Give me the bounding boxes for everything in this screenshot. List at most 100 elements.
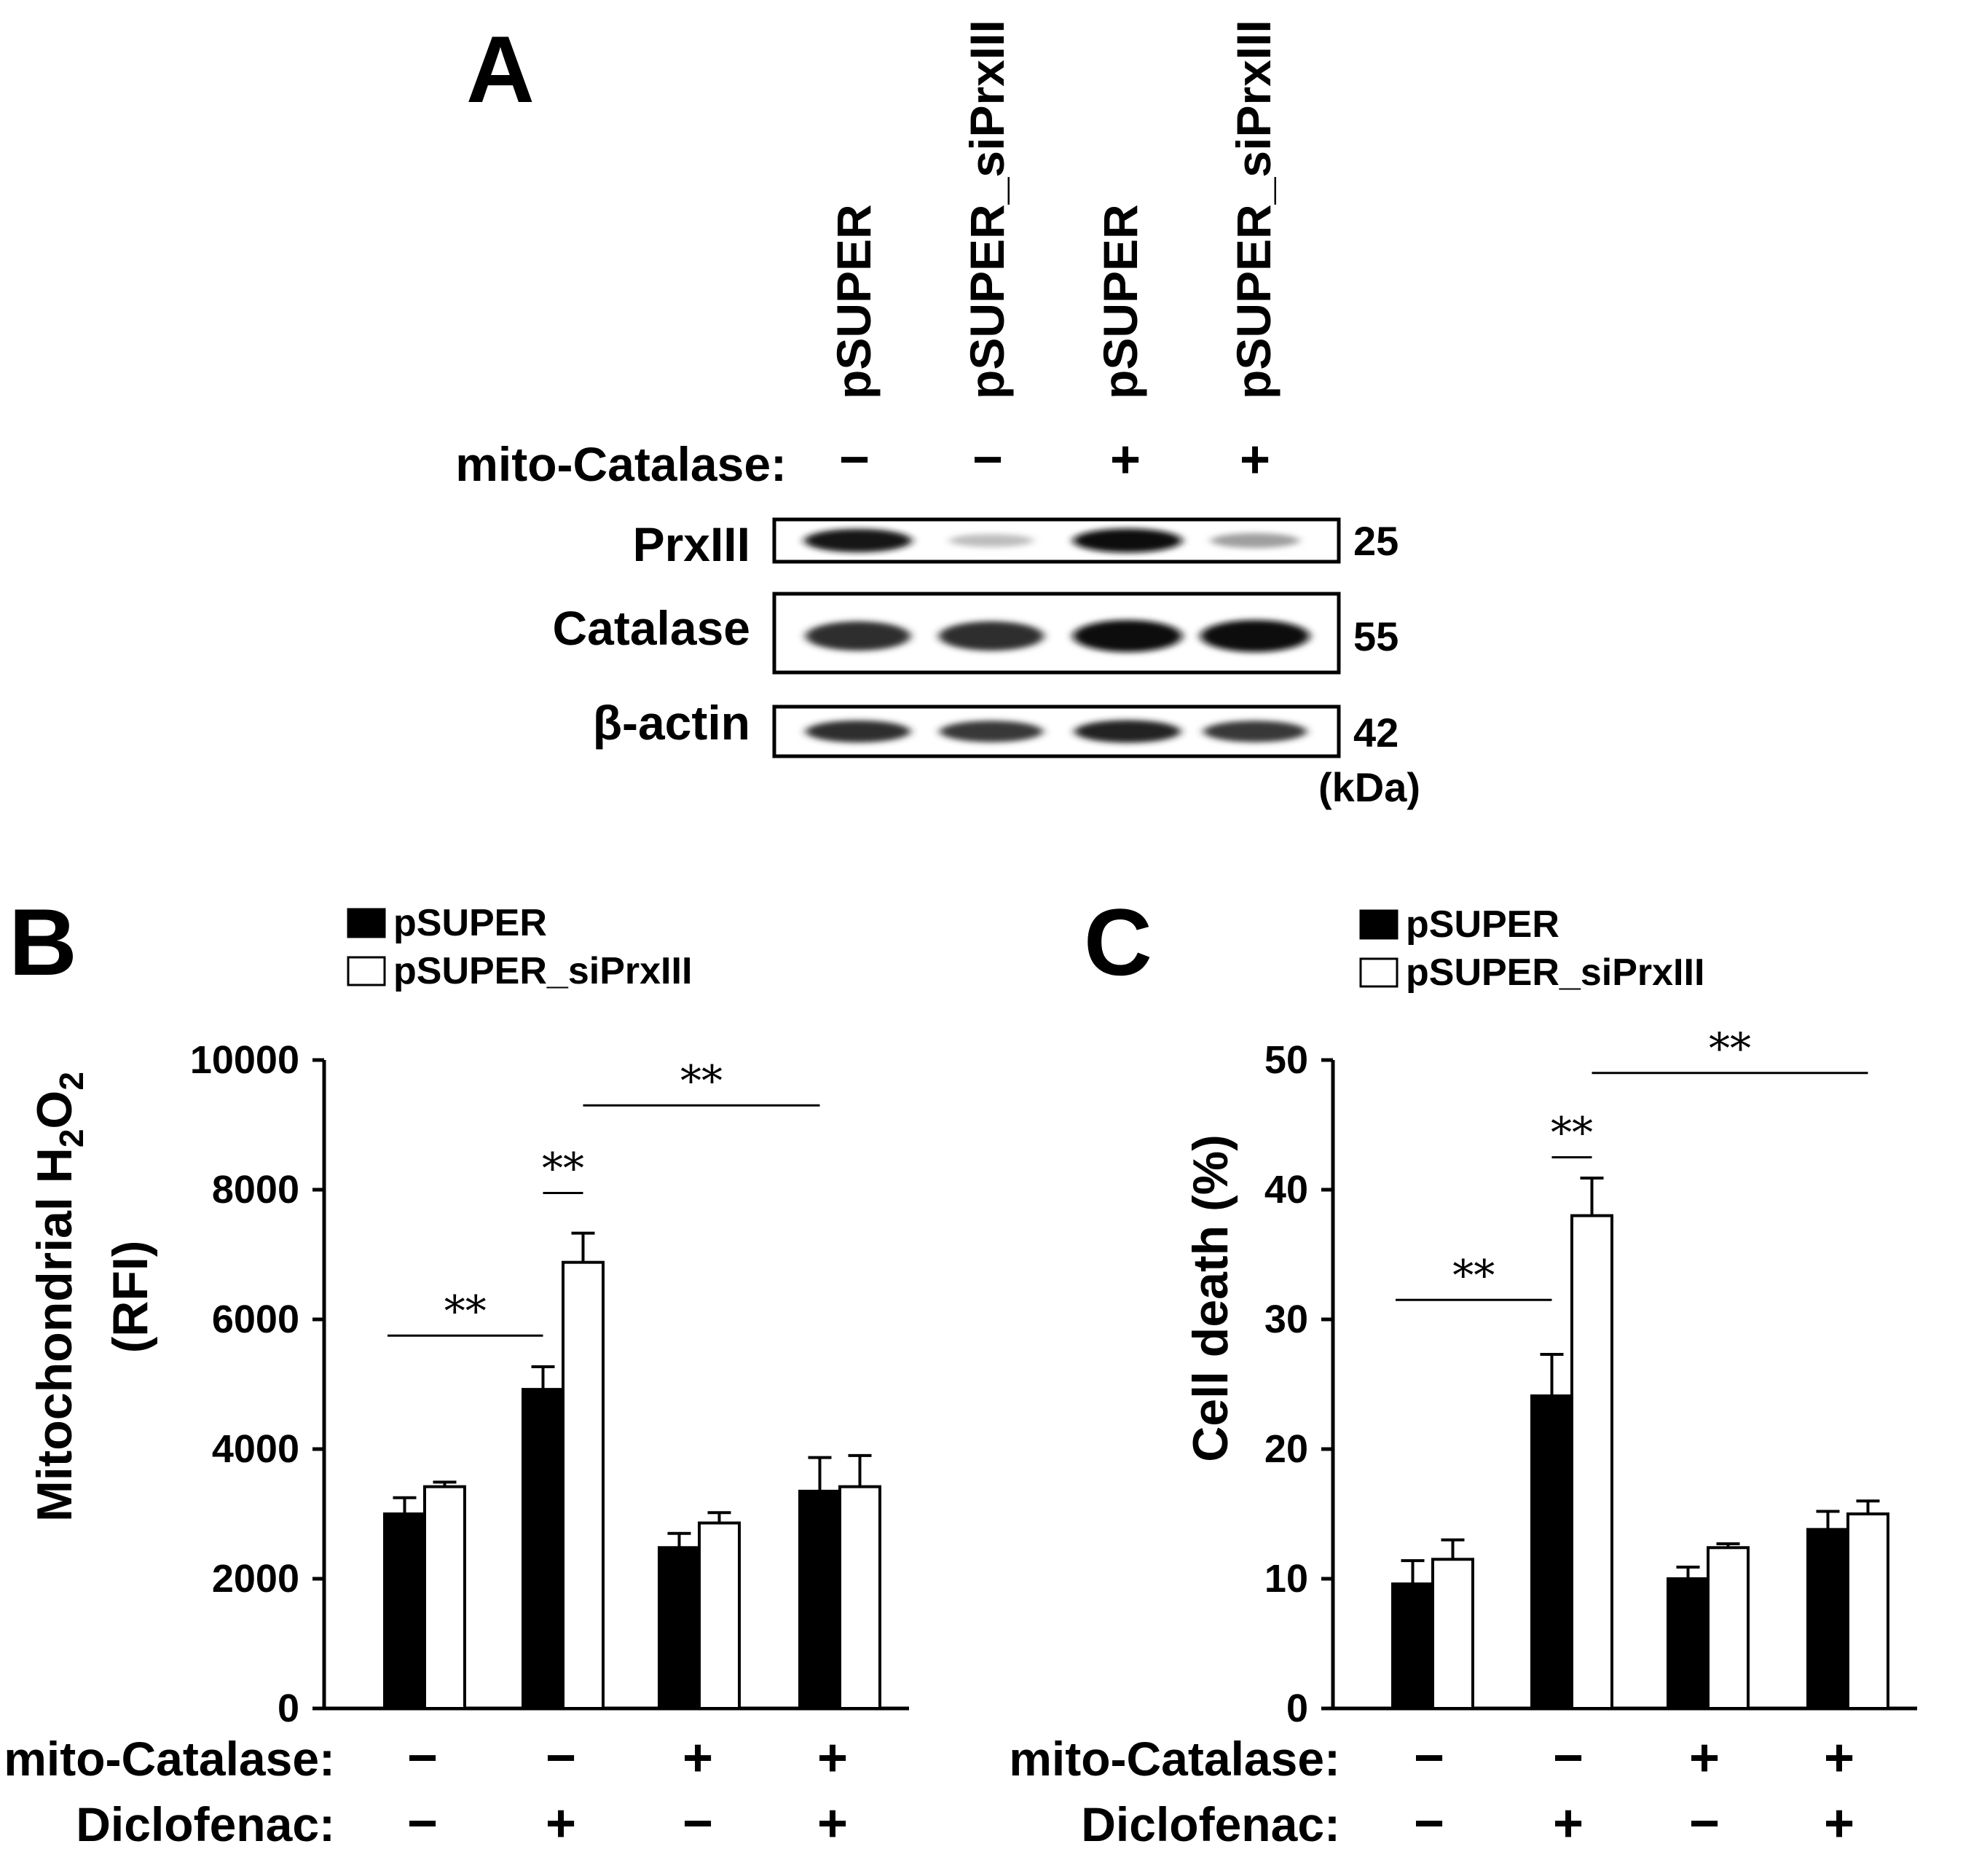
mito-sign-a-3: + [1110, 431, 1141, 489]
blot-band-1-lane-2 [949, 534, 1034, 547]
blot-beta-actin-bands [806, 720, 1307, 743]
lane-labels: pSUPER pSUPER_siPrxIII pSUPER pSUPER_siP… [827, 20, 1281, 399]
panel-c: C pSUPER pSUPER_siPrxIII Cell death (%) … [1009, 889, 1917, 1853]
legend-b-swatch-psuper [347, 908, 386, 938]
chart-c-bar-s1-g3 [1846, 1512, 1889, 1710]
c-mito-sign-2: − [1553, 1729, 1584, 1787]
b-mito-sign-2: − [546, 1729, 576, 1787]
conditions-c: mito-Catalase: Diclofenac: − − + + − + − + [1009, 1729, 1854, 1853]
y-axis-title-b-unit: (RFI) [103, 1241, 158, 1354]
chart-b-ytick-label-4: 8000 [212, 1168, 299, 1212]
diclofenac-label-b: Diclofenac: [76, 1797, 335, 1851]
chart-b-bar-s0-g0 [383, 1512, 426, 1710]
mito-catalase-label-b: mito-Catalase: [4, 1732, 335, 1786]
legend-c-swatch-psuper [1359, 909, 1399, 940]
chart-c-plot: 0 10 20 30 40 50 ** ** ** [1264, 1024, 1917, 1730]
blot-band-1-lane-1 [804, 528, 912, 553]
chart-c-ytick-label-4: 40 [1264, 1168, 1308, 1212]
panel-a: A pSUPER pSUPER_siPrxIII pSUPER pSUPER_s… [455, 16, 1420, 810]
legend-b: pSUPER pSUPER_siPrxIII [347, 902, 692, 992]
panel-b: B pSUPER pSUPER_siPrxIII Mitochondrial H… [4, 889, 909, 1853]
blot-band-1-lane-3 [1073, 528, 1182, 553]
blot-prxiii-kda: 25 [1353, 518, 1399, 564]
blot-band-3-lane-1 [806, 720, 910, 743]
chart-c-bar-s0-g2 [1667, 1577, 1710, 1710]
chart-c-ytick-label-2: 20 [1264, 1427, 1308, 1471]
b-mito-sign-1: − [407, 1729, 438, 1787]
legend-b-swatch-siprxiii [347, 956, 386, 986]
b-diclofenac-sign-3: − [682, 1794, 713, 1853]
y-axis-label-b: Mitochondrial H2O2 (RFI) [27, 1072, 158, 1522]
chart-b-bar-s0-g3 [798, 1489, 841, 1710]
y-axis-title-b-sub2: 2 [52, 1072, 90, 1091]
blot-band-2-lane-3 [1073, 620, 1182, 652]
blot-band-3-lane-2 [940, 721, 1043, 742]
y-axis-title-b-main: Mitochondrial H [27, 1147, 82, 1522]
lane-label-1: pSUPER [827, 204, 881, 399]
blot-catalase: Catalase 55 [552, 592, 1399, 675]
b-diclofenac-sign-4: + [817, 1794, 848, 1853]
c-diclofenac-sign-4: + [1824, 1794, 1854, 1853]
chart-b-sig-label-0: ** [444, 1286, 487, 1335]
chart-b-ytick-label-0: 0 [278, 1687, 299, 1730]
panel-c-letter: C [1084, 889, 1152, 995]
chart-b-bar-s1-g3 [838, 1485, 881, 1710]
c-mito-sign-4: + [1824, 1729, 1854, 1787]
chart-b-bar-s1-g2 [698, 1521, 741, 1710]
mito-sign-a-2: − [972, 431, 1003, 489]
blot-catalase-label: Catalase [552, 601, 750, 655]
y-axis-title-b: Mitochondrial H2O2 [27, 1072, 90, 1522]
chart-b-ytick-label-3: 6000 [212, 1298, 299, 1341]
panel-a-letter: A [466, 16, 535, 122]
blot-catalase-bands [806, 620, 1310, 652]
diclofenac-label-c: Diclofenac: [1081, 1797, 1340, 1851]
blot-beta-actin: β-actin 42 [593, 696, 1399, 758]
chart-b-bar-s1-g0 [423, 1485, 466, 1710]
legend-c-label-psuper: pSUPER [1406, 903, 1559, 946]
chart-b-bar-s1-g1 [562, 1260, 605, 1711]
legend-c-label-siprxiii: pSUPER_siPrxIII [1406, 951, 1704, 994]
chart-c-ytick-label-1: 10 [1264, 1557, 1308, 1601]
blot-beta-actin-kda: 42 [1353, 710, 1399, 755]
lane-label-4: pSUPER_siPrxIII [1227, 20, 1281, 399]
kda-unit-label: (kDa) [1318, 764, 1420, 810]
lane-label-3: pSUPER [1093, 204, 1147, 399]
chart-c-ytick-label-3: 30 [1264, 1298, 1308, 1341]
chart-b-ytick-label-2: 4000 [212, 1427, 299, 1471]
blot-band-2-lane-2 [939, 621, 1044, 651]
b-mito-sign-3: + [682, 1729, 713, 1787]
chart-c-bar-s0-g0 [1391, 1582, 1434, 1711]
blot-prxiii: PrxIII 25 [633, 517, 1399, 571]
y-axis-title-b-mid: O [27, 1091, 82, 1129]
chart-b-ytick-label-1: 2000 [212, 1557, 299, 1601]
mito-catalase-label-a: mito-Catalase: [455, 437, 787, 491]
blot-band-3-lane-4 [1203, 721, 1307, 742]
chart-b-sig-label-1: ** [542, 1143, 584, 1193]
legend-c: pSUPER pSUPER_siPrxIII [1359, 903, 1704, 994]
c-diclofenac-sign-1: − [1414, 1794, 1444, 1853]
b-mito-sign-4: + [817, 1729, 848, 1787]
blot-band-1-lane-4 [1211, 533, 1299, 549]
chart-c-ytick-label-0: 0 [1286, 1687, 1308, 1730]
conditions-b: mito-Catalase: Diclofenac: − − + + − + − + [4, 1729, 848, 1853]
c-mito-sign-1: − [1414, 1729, 1444, 1787]
mito-sign-a-1: − [839, 431, 870, 489]
c-diclofenac-sign-2: + [1553, 1794, 1584, 1853]
legend-b-label-psuper: pSUPER [393, 902, 547, 944]
chart-b-plot: 0 2000 4000 6000 8000 10000 ** ** ** [190, 1038, 909, 1730]
chart-b-bar-s0-g1 [522, 1388, 564, 1710]
c-mito-sign-3: + [1689, 1729, 1720, 1787]
panel-b-letter: B [9, 889, 77, 995]
chart-c-bar-s0-g3 [1806, 1528, 1849, 1711]
blot-band-2-lane-4 [1200, 620, 1310, 652]
lane-label-2: pSUPER_siPrxIII [960, 20, 1014, 399]
mito-catalase-label-c: mito-Catalase: [1009, 1732, 1340, 1786]
mito-catalase-signs-a: − − + + [839, 431, 1270, 489]
condition-signs-b: − − + + − + − + [407, 1729, 848, 1853]
chart-b-sig-label-2: ** [680, 1056, 723, 1105]
c-diclofenac-sign-3: − [1689, 1794, 1720, 1853]
chart-c-ytick-label-5: 50 [1264, 1038, 1308, 1082]
condition-signs-c: − − + + − + − + [1414, 1729, 1854, 1853]
chart-c-bar-s0-g1 [1530, 1394, 1573, 1711]
